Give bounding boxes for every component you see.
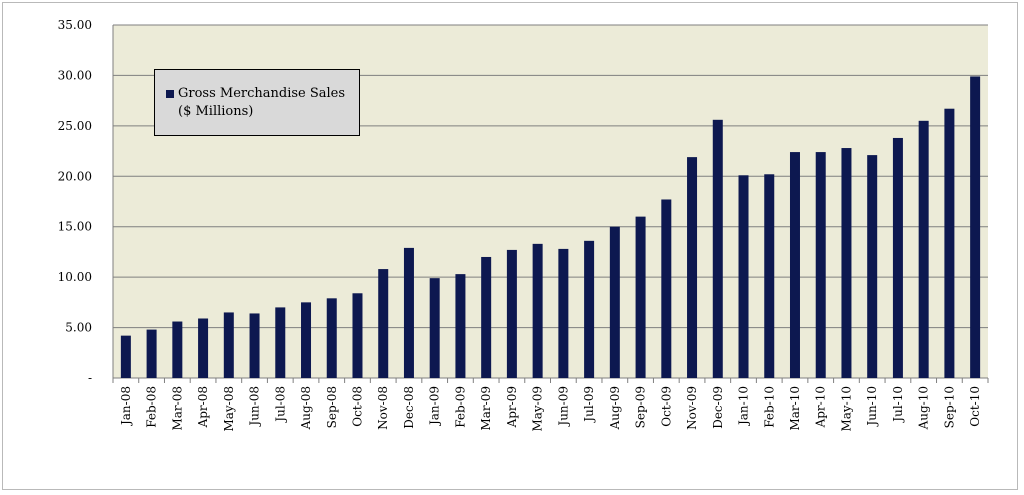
- x-tick-label: Sep-09: [634, 386, 648, 428]
- y-tick-label: 5.00: [65, 321, 92, 335]
- x-tick-label: Mar-10: [788, 386, 802, 431]
- x-tick-label: Jun-09: [556, 386, 570, 428]
- x-tick-label: Aug-08: [299, 386, 313, 430]
- bar: [403, 247, 414, 378]
- x-tick-label: Jan-10: [737, 386, 751, 427]
- y-tick-label: 20.00: [58, 169, 92, 183]
- bar: [249, 313, 260, 378]
- x-tick-label: Nov-08: [376, 386, 390, 430]
- y-tick-label: 35.00: [58, 18, 92, 32]
- x-tick-label: Dec-08: [402, 386, 416, 429]
- bar: [172, 321, 183, 378]
- bar: [326, 298, 337, 378]
- x-tick-label: Oct-08: [350, 386, 364, 427]
- bar: [609, 226, 620, 378]
- y-tick-label: -: [88, 371, 92, 385]
- x-tick-label: Dec-09: [711, 386, 725, 429]
- bar: [120, 335, 131, 378]
- x-tick-label: Feb-08: [145, 386, 159, 428]
- bar: [532, 243, 543, 378]
- bar: [481, 256, 492, 378]
- x-axis-tick-labels: Jan-08 Feb-08 Mar-08 Apr-08 May-08 Jun-08 Jul-…: [119, 386, 982, 432]
- x-tick-label: Jan-09: [428, 386, 442, 427]
- bar: [892, 137, 903, 378]
- x-tick-label: Jul-10: [891, 386, 905, 424]
- x-tick-label: Jun-10: [865, 386, 879, 428]
- bar: [455, 274, 466, 378]
- chart-frame: [2, 2, 1018, 490]
- bar: [918, 120, 929, 379]
- x-tick-label: Aug-09: [608, 386, 622, 430]
- x-tick-label: May-08: [222, 386, 236, 432]
- x-tick-label: May-10: [839, 386, 853, 432]
- bar: [841, 148, 852, 378]
- bar: [275, 307, 286, 378]
- x-tick-label: Oct-10: [968, 386, 982, 427]
- x-tick-label: Jul-08: [273, 386, 287, 424]
- x-tick-label: Mar-08: [170, 386, 184, 431]
- legend-swatch: [166, 90, 174, 98]
- x-tick-label: May-09: [531, 386, 545, 432]
- bar: [223, 312, 234, 378]
- y-tick-label: 25.00: [58, 119, 92, 133]
- legend-label-line1: Gross Merchandise Sales: [178, 86, 346, 101]
- bar: [712, 119, 723, 378]
- x-tick-label: Apr-09: [505, 386, 519, 428]
- bar: [764, 174, 775, 378]
- x-tick-label: Sep-10: [942, 386, 956, 428]
- bar: [429, 278, 440, 378]
- bar: [506, 249, 517, 378]
- y-axis-tick-labels: - 5.00 10.00 15.00 20.00 25.00 30.00 35.00: [58, 18, 92, 385]
- bar: [301, 302, 312, 378]
- x-tick-label: Jul-09: [582, 386, 596, 424]
- x-tick-label: Aug-10: [917, 386, 931, 430]
- bar: [789, 152, 800, 378]
- bar: [198, 318, 209, 378]
- bar-series: [120, 76, 981, 379]
- x-tick-label: Sep-08: [325, 386, 339, 428]
- bar: [584, 240, 595, 378]
- x-tick-label: Jun-08: [248, 386, 262, 428]
- bar: [970, 76, 981, 379]
- legend-label-line2: ($ Millions): [178, 104, 254, 119]
- x-tick-label: Nov-09: [685, 386, 699, 430]
- bar: [558, 248, 569, 378]
- x-tick-label: Mar-09: [479, 386, 493, 431]
- y-tick-label: 15.00: [58, 220, 92, 234]
- bar: [867, 155, 878, 378]
- y-tick-label: 10.00: [58, 270, 92, 284]
- legend-label: Gross Merchandise Sales ($ Millions): [178, 85, 345, 121]
- x-tick-label: Oct-09: [659, 386, 673, 427]
- bar: [815, 152, 826, 378]
- chart-legend: Gross Merchandise Sales ($ Millions): [154, 69, 360, 136]
- x-tick-label: Jan-08: [119, 386, 133, 427]
- bar: [635, 216, 646, 378]
- x-tick-label: Feb-10: [762, 386, 776, 428]
- bar: [378, 269, 389, 378]
- x-tick-label: Apr-08: [196, 386, 210, 428]
- x-tick-label: Feb-09: [453, 386, 467, 428]
- y-tick-label: 30.00: [58, 68, 92, 82]
- bar: [661, 199, 672, 378]
- bar: [352, 293, 363, 378]
- bar: [687, 157, 698, 378]
- bar: [146, 329, 157, 378]
- x-tick-label: Apr-10: [814, 386, 828, 428]
- bar: [738, 175, 749, 378]
- bar: [944, 108, 955, 378]
